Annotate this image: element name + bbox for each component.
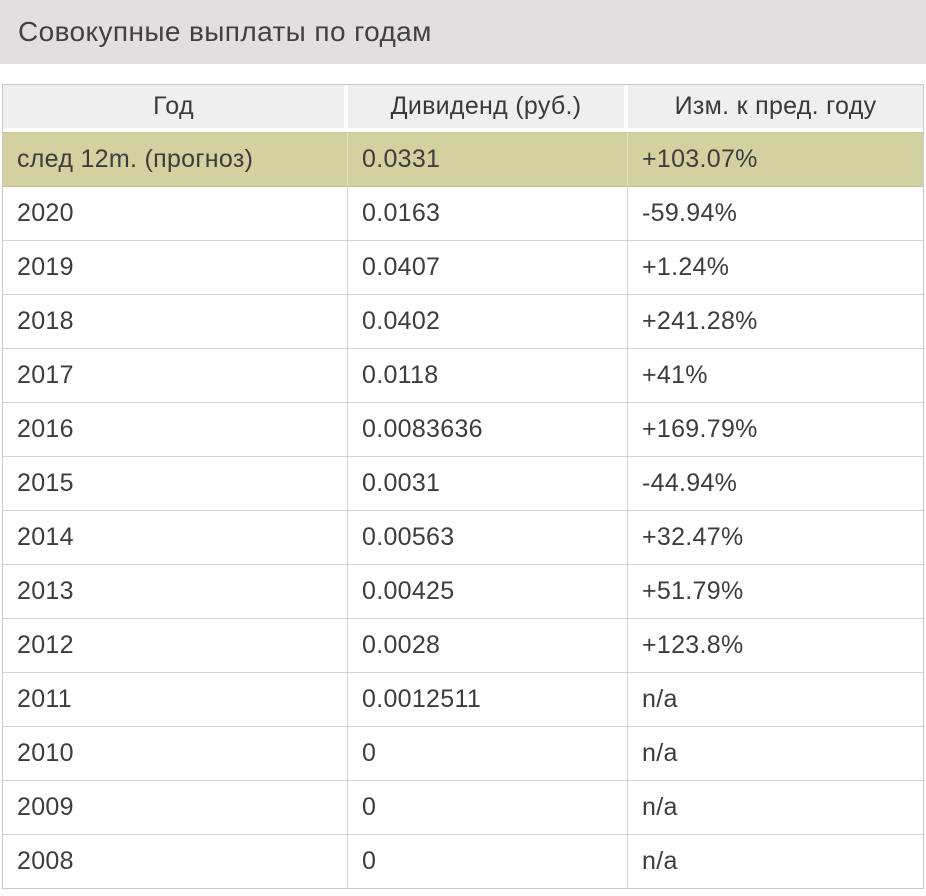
dividend-cell: 0 <box>348 781 628 835</box>
change-cell: +103.07% <box>628 132 923 187</box>
year-row: 2015 0.0031 -44.94% <box>3 457 923 511</box>
change-cell: n/a <box>628 835 923 888</box>
change-cell: +51.79% <box>628 565 923 619</box>
dividend-cell: 0.0031 <box>348 457 628 511</box>
dividend-cell: 0 <box>348 727 628 781</box>
change-cell: n/a <box>628 781 923 835</box>
section-title: Совокупные выплаты по годам <box>18 16 432 47</box>
dividends-table-container: Год Дивиденд (руб.) Изм. к пред. году сл… <box>2 84 924 889</box>
year-cell: 2008 <box>3 835 348 888</box>
change-cell: n/a <box>628 727 923 781</box>
dividend-cell: 0.0012511 <box>348 673 628 727</box>
year-row: 2013 0.00425 +51.79% <box>3 565 923 619</box>
dividend-cell: 0.00425 <box>348 565 628 619</box>
year-row: 2016 0.0083636 +169.79% <box>3 403 923 457</box>
year-row: 2020 0.0163 -59.94% <box>3 187 923 241</box>
change-cell: +123.8% <box>628 619 923 673</box>
dividend-cell: 0 <box>348 835 628 888</box>
section-title-bar: Совокупные выплаты по годам <box>0 0 926 64</box>
dividend-cell: 0.00563 <box>348 511 628 565</box>
year-row: 2008 0 n/a <box>3 835 923 888</box>
change-cell: +169.79% <box>628 403 923 457</box>
year-row: 2018 0.0402 +241.28% <box>3 295 923 349</box>
change-cell: -59.94% <box>628 187 923 241</box>
change-cell: +41% <box>628 349 923 403</box>
year-row: 2014 0.00563 +32.47% <box>3 511 923 565</box>
table-body: след 12m. (прогноз) 0.0331 +103.07% 2020 0.0… <box>3 132 923 888</box>
year-row: 2017 0.0118 +41% <box>3 349 923 403</box>
year-cell: 2014 <box>3 511 348 565</box>
year-cell: 2010 <box>3 727 348 781</box>
year-cell: 2013 <box>3 565 348 619</box>
dividend-cell: 0.0407 <box>348 241 628 295</box>
year-cell: 2019 <box>3 241 348 295</box>
dividend-cell: 0.0028 <box>348 619 628 673</box>
forecast-row: след 12m. (прогноз) 0.0331 +103.07% <box>3 132 923 187</box>
year-cell: 2009 <box>3 781 348 835</box>
year-cell: 2012 <box>3 619 348 673</box>
year-cell: 2018 <box>3 295 348 349</box>
dividend-cell: 0.0331 <box>348 132 628 187</box>
column-header-change: Изм. к пред. году <box>628 85 923 132</box>
year-row: 2019 0.0407 +1.24% <box>3 241 923 295</box>
change-cell: +32.47% <box>628 511 923 565</box>
dividend-cell: 0.0402 <box>348 295 628 349</box>
year-cell: 2020 <box>3 187 348 241</box>
year-cell: след 12m. (прогноз) <box>3 132 348 187</box>
year-row: 2011 0.0012511 n/a <box>3 673 923 727</box>
dividends-by-year-table: Год Дивиденд (руб.) Изм. к пред. году сл… <box>2 84 924 889</box>
change-cell: -44.94% <box>628 457 923 511</box>
column-header-dividend: Дивиденд (руб.) <box>348 85 628 132</box>
dividend-cell: 0.0118 <box>348 349 628 403</box>
year-cell: 2016 <box>3 403 348 457</box>
year-cell: 2017 <box>3 349 348 403</box>
change-cell: n/a <box>628 673 923 727</box>
year-row: 2012 0.0028 +123.8% <box>3 619 923 673</box>
year-cell: 2015 <box>3 457 348 511</box>
change-cell: +1.24% <box>628 241 923 295</box>
column-header-year: Год <box>3 85 348 132</box>
dividend-cell: 0.0083636 <box>348 403 628 457</box>
dividend-cell: 0.0163 <box>348 187 628 241</box>
year-row: 2009 0 n/a <box>3 781 923 835</box>
change-cell: +241.28% <box>628 295 923 349</box>
year-cell: 2011 <box>3 673 348 727</box>
year-row: 2010 0 n/a <box>3 727 923 781</box>
table-header-row: Год Дивиденд (руб.) Изм. к пред. году <box>3 85 923 132</box>
